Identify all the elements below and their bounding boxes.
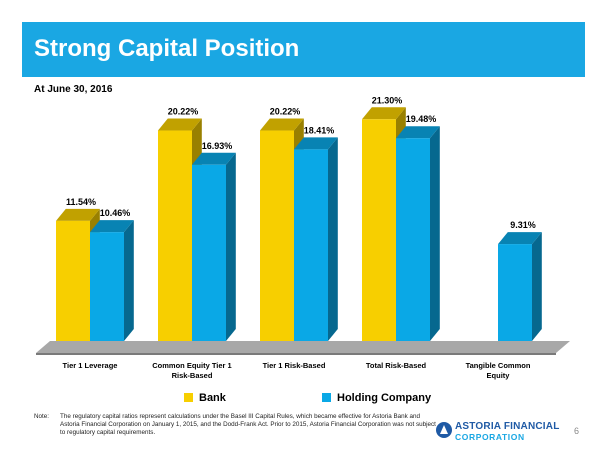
data-label-holding-company-1: 16.93%: [202, 141, 233, 151]
data-label-bank-3: 21.30%: [372, 95, 403, 105]
data-label-bank-0: 11.54%: [66, 197, 96, 207]
bar-side-holding-company-4: [532, 232, 542, 341]
company-logo: ASTORIA FINANCIAL CORPORATION: [436, 420, 559, 442]
title-bar: Strong Capital Position: [22, 22, 585, 77]
bar-top-bank-3: [362, 107, 406, 120]
logo-subname: CORPORATION: [455, 432, 525, 442]
category-label-1-line2: Risk-Based: [172, 371, 213, 380]
data-label-holding-company-4: 9.31%: [510, 220, 536, 230]
data-label-bank-2: 20.22%: [270, 107, 301, 117]
bar-top-bank-2: [260, 118, 304, 131]
chart-floor-edge: [36, 353, 556, 355]
legend-swatch-bank: [184, 393, 193, 402]
bar-holding-company-2: [294, 149, 328, 341]
category-label-4: Tangible Common: [466, 361, 531, 370]
bar-holding-company-3: [396, 138, 430, 341]
bar-bank-3: [362, 119, 396, 341]
bar-side-holding-company-2: [328, 137, 338, 341]
legend-item-holding-company: Holding Company: [322, 392, 431, 404]
category-label-1: Common Equity Tier 1: [152, 361, 231, 370]
logo-name: ASTORIA FINANCIAL: [455, 421, 560, 432]
bar-top-bank-0: [56, 208, 100, 221]
category-label-0: Tier 1 Leverage: [63, 361, 118, 370]
capital-ratio-chart: 11.54% 10.46% Tier 1 Leverage 20.22% 16.93% C…: [36, 95, 570, 380]
chart-subtitle: At June 30, 2016: [34, 84, 113, 95]
data-label-bank-1: 20.22%: [168, 107, 199, 117]
category-label-2: Tier 1 Risk-Based: [263, 361, 326, 370]
bar-side-holding-company-3: [430, 126, 440, 341]
footnote-label: Note:: [34, 413, 50, 420]
legend-item-bank: Bank: [184, 392, 226, 404]
chart-legend: Bank Holding Company: [0, 392, 600, 406]
bar-holding-company-4: [498, 244, 532, 341]
bar-side-holding-company-1: [226, 152, 236, 341]
bar-bank-2: [260, 130, 294, 341]
bar-side-holding-company-0: [124, 220, 134, 341]
data-label-holding-company-0: 10.46%: [100, 208, 131, 218]
bar-top-holding-company-3: [396, 126, 440, 139]
chart-floor: [36, 341, 570, 353]
category-label-4-line2: Equity: [487, 371, 511, 380]
bar-top-holding-company-1: [192, 152, 236, 165]
bar-holding-company-0: [90, 232, 124, 341]
page-number: 6: [574, 426, 580, 436]
bar-top-holding-company-2: [294, 137, 338, 150]
bar-top-holding-company-0: [90, 220, 134, 233]
data-label-holding-company-3: 19.48%: [406, 114, 437, 124]
data-label-holding-company-2: 18.41%: [304, 125, 335, 135]
logo-emblem-icon: [436, 422, 452, 438]
page-title: Strong Capital Position: [34, 35, 300, 62]
footnote-text: The regulatory capital ratios represent …: [60, 413, 436, 437]
legend-label-bank: Bank: [199, 392, 226, 404]
bar-bank-0: [56, 220, 90, 341]
category-label-3: Total Risk-Based: [366, 361, 427, 370]
bar-bank-1: [158, 130, 192, 341]
legend-swatch-holding-company: [322, 393, 331, 402]
bar-top-bank-1: [158, 118, 202, 131]
bar-top-holding-company-4: [498, 232, 542, 245]
bar-holding-company-1: [192, 164, 226, 341]
legend-label-holding-company: Holding Company: [337, 392, 432, 404]
